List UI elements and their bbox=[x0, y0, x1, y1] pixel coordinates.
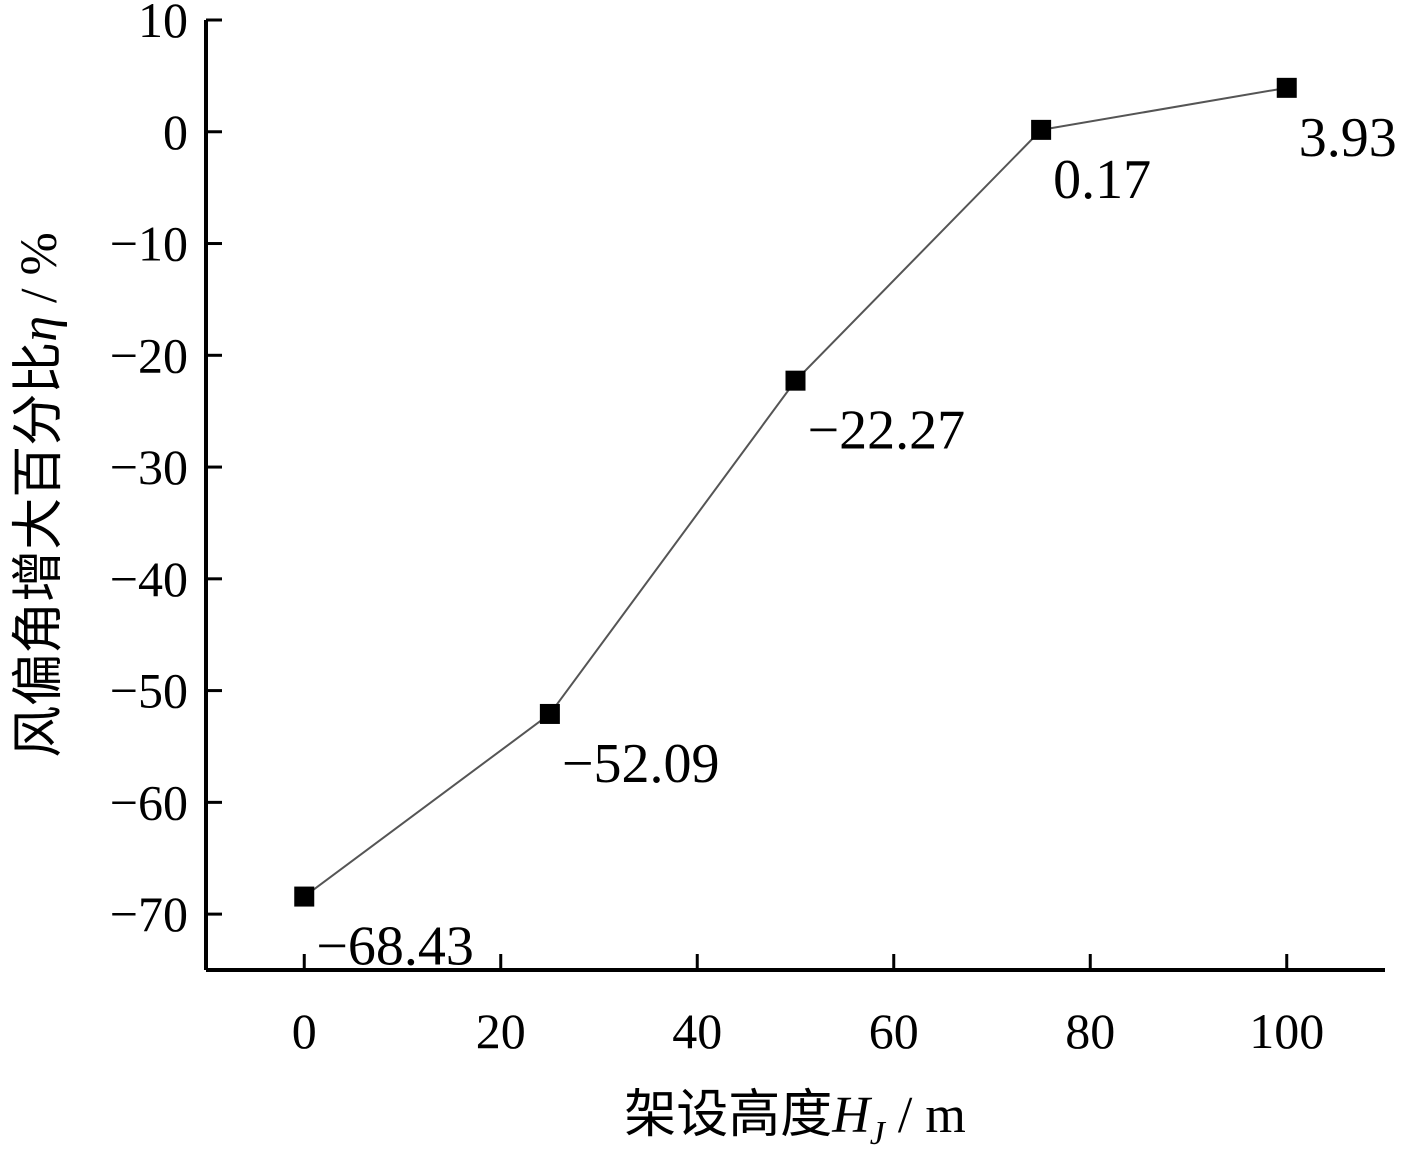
data-labels: −68.43 −52.09 −22.27 0.17 3.93 bbox=[316, 107, 1397, 978]
y-tick-label: −70 bbox=[110, 886, 188, 942]
x-axis-title-unit: / m bbox=[885, 1087, 966, 1144]
x-tick-label: 20 bbox=[476, 1003, 526, 1059]
x-tick-label: 40 bbox=[672, 1003, 722, 1059]
x-tick-label: 100 bbox=[1249, 1003, 1324, 1059]
data-point-marker bbox=[1276, 77, 1297, 98]
y-axis-title: 风偏角增大百分比η / % bbox=[9, 232, 69, 758]
data-point-marker bbox=[294, 886, 315, 907]
data-point-marker bbox=[1031, 119, 1052, 140]
y-tick-label: 0 bbox=[163, 104, 188, 160]
y-tick-label: −10 bbox=[110, 216, 188, 272]
y-ticks: 10 0 −10 −20 −30 −40 −50 −60 −70 bbox=[110, 0, 222, 942]
axes bbox=[204, 20, 1385, 972]
data-point-label: −68.43 bbox=[316, 916, 474, 978]
data-point-label: 0.17 bbox=[1053, 149, 1151, 211]
y-tick-label: −60 bbox=[110, 774, 188, 830]
x-tick-label: 0 bbox=[292, 1003, 317, 1059]
series-group bbox=[294, 77, 1297, 907]
x-tick-label: 80 bbox=[1065, 1003, 1115, 1059]
data-point-marker bbox=[539, 703, 560, 724]
data-point-label: −22.27 bbox=[808, 400, 966, 462]
x-axis-title-text: 架设高度 bbox=[624, 1085, 832, 1145]
x-axis-title-symbol: H bbox=[831, 1087, 872, 1144]
y-tick-label: −30 bbox=[110, 439, 188, 495]
data-point-label: 3.93 bbox=[1299, 107, 1397, 169]
y-tick-label: −20 bbox=[110, 327, 188, 383]
y-tick-label: −40 bbox=[110, 551, 188, 607]
y-axis-title-text: 风偏角增大百分比 bbox=[9, 342, 69, 758]
x-tick-label: 60 bbox=[869, 1003, 919, 1059]
data-point-label: −52.09 bbox=[562, 733, 720, 795]
x-axis-title-subscript: J bbox=[870, 1115, 887, 1149]
y-tick-label: −50 bbox=[110, 663, 188, 719]
data-point-marker bbox=[785, 370, 806, 391]
y-axis-title-symbol: η bbox=[11, 316, 68, 342]
x-ticks: 0 20 40 60 80 100 bbox=[292, 954, 1324, 1059]
y-tick-label: 10 bbox=[138, 0, 188, 48]
x-axis-title: 架设高度HJ / m bbox=[624, 1085, 966, 1149]
y-axis-title-unit: / % bbox=[11, 232, 68, 316]
